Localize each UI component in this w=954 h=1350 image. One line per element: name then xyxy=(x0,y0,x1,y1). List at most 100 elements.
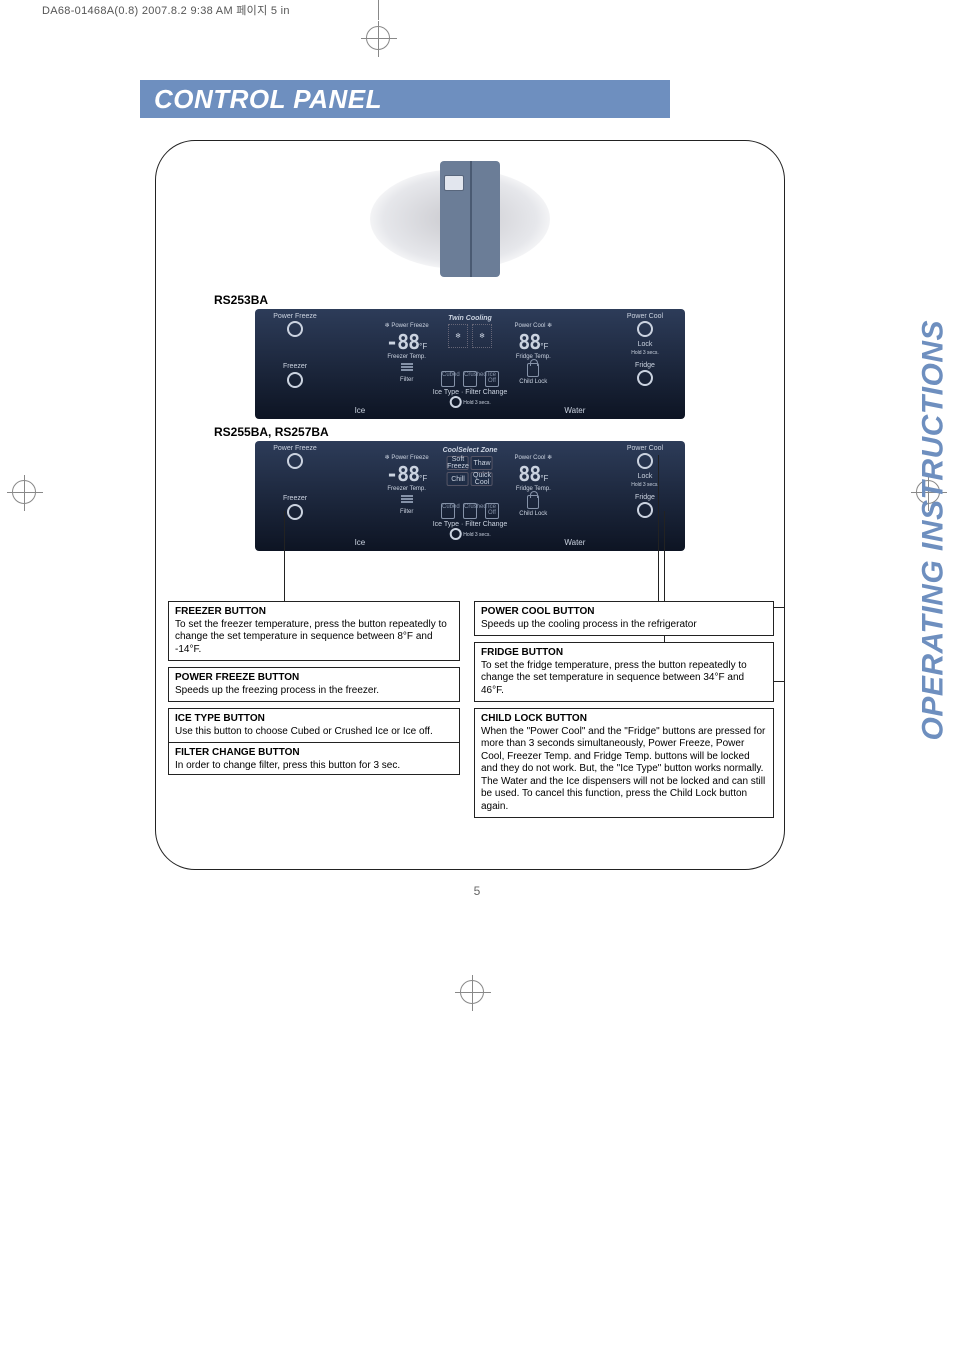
fridge-temp-unit-b: °F xyxy=(540,474,548,483)
child-lock-label-b: Child Lock xyxy=(488,511,578,518)
freezer-temp-display-b: -88 xyxy=(386,462,419,486)
power-freeze-body: Speeds up the freezing process in the fr… xyxy=(175,685,453,698)
child-lock-icon xyxy=(527,363,539,377)
side-label: OPERATING INSTRUCTIONS xyxy=(916,320,950,740)
control-panel-a: Power Freeze Freezer ❄ Power Freeze -88°… xyxy=(255,309,685,419)
crushed-icon: Crushed xyxy=(463,371,477,387)
model-a-label: RS253BA xyxy=(214,293,268,307)
content-card: RS253BA Power Freeze Freezer ❄ Power Fre… xyxy=(155,140,785,870)
power-freeze-ind-label: ❄ Power Freeze xyxy=(362,323,452,330)
child-lock-box: CHILD LOCK BUTTON When the "Power Cool" … xyxy=(474,708,774,818)
soft-freeze-cell: Soft Freeze xyxy=(447,456,469,470)
power-freeze-button-b[interactable] xyxy=(287,453,303,469)
freezer-temp-label: Freezer Temp. xyxy=(362,354,452,361)
fridge-display-col-b: Power Cool ❄ 88°F Fridge Temp. Child Loc… xyxy=(488,445,578,522)
fridge-label-b: Fridge xyxy=(615,494,675,502)
child-lock-label: Child Lock xyxy=(488,379,578,386)
power-cool-col-b: Power Cool Lock Hold 3 secs. Fridge xyxy=(615,445,675,522)
power-freeze-box: POWER FREEZE BUTTON Speeds up the freezi… xyxy=(168,667,460,702)
power-cool-button[interactable] xyxy=(637,321,653,337)
freezer-label-b: Freezer xyxy=(265,495,325,503)
thaw-cell: Thaw xyxy=(471,456,493,470)
register-mark xyxy=(12,480,36,504)
ice-type-box: ICE TYPE BUTTON Use this button to choos… xyxy=(168,708,460,775)
power-cool-body: Speeds up the cooling process in the ref… xyxy=(481,619,767,632)
power-freeze-col: Power Freeze Freezer xyxy=(265,313,325,390)
fridge-temp-display: 88 xyxy=(518,330,540,354)
filter-label-b: Filter xyxy=(362,509,452,516)
crop-mark xyxy=(378,0,379,20)
power-cool-box: POWER COOL BUTTON Speeds up the cooling … xyxy=(474,601,774,636)
panel-b-bottom: Ice Water xyxy=(255,538,685,547)
ice-type-filter-label: Ice Type · Filter Change xyxy=(433,389,508,396)
fridge-button-b[interactable] xyxy=(637,502,653,518)
panel-b-ice-icons: Cubed Crushed Ice Off xyxy=(441,503,499,519)
chill-cell: Chill xyxy=(447,472,469,486)
control-panel-b: Power Freeze Freezer ❄ Power Freeze -88°… xyxy=(255,441,685,551)
fridge-button-box: FRIDGE BUTTON To set the fridge temperat… xyxy=(474,642,774,702)
left-callouts: FREEZER BUTTON To set the freezer temper… xyxy=(168,601,460,781)
freezer-button[interactable] xyxy=(287,372,303,388)
power-cool-button-b[interactable] xyxy=(637,453,653,469)
fridge-temp-display-b: 88 xyxy=(518,462,540,486)
freezer-button-box: FREEZER BUTTON To set the freezer temper… xyxy=(168,601,460,661)
register-mark xyxy=(366,26,390,50)
twin-cooling-label: Twin Cooling xyxy=(448,315,492,322)
power-freeze-title: POWER FREEZE BUTTON xyxy=(175,672,453,685)
fridge-temp-unit: °F xyxy=(540,342,548,351)
snowflake-icon: ❄ xyxy=(448,324,468,348)
freezer-display-col: ❄ Power Freeze -88°F Freezer Temp. Filte… xyxy=(362,313,452,390)
page-number: 5 xyxy=(474,884,481,898)
freezer-temp-unit: °F xyxy=(419,342,427,351)
freezer-button-title: FREEZER BUTTON xyxy=(175,606,453,619)
child-lock-title: CHILD LOCK BUTTON xyxy=(481,713,767,726)
fridge-divider xyxy=(470,161,472,277)
section-title-bar: CONTROL PANEL xyxy=(140,80,670,118)
right-callouts: POWER COOL BUTTON Speeds up the cooling … xyxy=(474,601,774,824)
connector xyxy=(784,455,785,735)
freezer-temp-display: -88 xyxy=(386,330,419,354)
panel-a-mid: Twin Cooling ❄ ❄ xyxy=(448,315,492,348)
fridge-dispenser-icon xyxy=(444,175,464,191)
power-cool-ind-b: Power Cool ❄ xyxy=(488,455,578,462)
ice-off-icon-b: Ice Off xyxy=(485,503,499,519)
panel-b-mid: CoolSelect Zone Soft Freeze Thaw Chill Q… xyxy=(443,447,498,488)
connector xyxy=(284,511,285,611)
register-mark xyxy=(460,980,484,1004)
filter-icon xyxy=(401,363,413,375)
freezer-button-b[interactable] xyxy=(287,504,303,520)
fridge-label: Fridge xyxy=(615,362,675,370)
filter-label: Filter xyxy=(362,377,452,384)
ice-label-b: Ice xyxy=(355,538,366,547)
fridge-illustration xyxy=(440,161,500,277)
child-lock-body: When the "Power Cool" and the "Fridge" b… xyxy=(481,726,767,814)
filter-change-title: FILTER CHANGE BUTTON xyxy=(175,747,453,760)
ice-type-filter-label-b: Ice Type · Filter Change xyxy=(433,521,508,528)
filter-change-body: In order to change filter, press this bu… xyxy=(175,760,453,773)
panel-a-bottom: Ice Water xyxy=(255,406,685,415)
cubed-icon-b: Cubed xyxy=(441,503,455,519)
filter-icon-b xyxy=(401,495,413,507)
cool-select-grid: Soft Freeze Thaw Chill Quick Cool xyxy=(443,456,498,486)
snowflake-icon: ❄ xyxy=(472,324,492,348)
ice-type-title: ICE TYPE BUTTON xyxy=(175,713,453,726)
power-freeze-header-b: Power Freeze xyxy=(265,445,325,453)
fridge-button-title: FRIDGE BUTTON xyxy=(481,647,767,660)
ice-label: Ice xyxy=(355,406,366,415)
power-cool-title: POWER COOL BUTTON xyxy=(481,606,767,619)
ice-off-icon: Ice Off xyxy=(485,371,499,387)
power-cool-col: Power Cool Lock Hold 3 secs. Fridge xyxy=(615,313,675,390)
panel-a-ice-icons: Cubed Crushed Ice Off xyxy=(441,371,499,387)
power-freeze-ind-b: ❄ Power Freeze xyxy=(362,455,452,462)
freezer-temp-unit-b: °F xyxy=(419,474,427,483)
power-freeze-col-b: Power Freeze Freezer xyxy=(265,445,325,522)
model-b-label: RS255BA, RS257BA xyxy=(214,425,329,439)
connector xyxy=(658,455,659,607)
fridge-body xyxy=(440,161,500,277)
fridge-button-body: To set the fridge temperature, press the… xyxy=(481,660,767,698)
lock-label-b: Lock xyxy=(615,473,675,481)
power-cool-header: Power Cool xyxy=(615,313,675,321)
fridge-display-col: Power Cool ❄ 88°F Fridge Temp. Child Loc… xyxy=(488,313,578,390)
power-freeze-button[interactable] xyxy=(287,321,303,337)
fridge-button[interactable] xyxy=(637,370,653,386)
